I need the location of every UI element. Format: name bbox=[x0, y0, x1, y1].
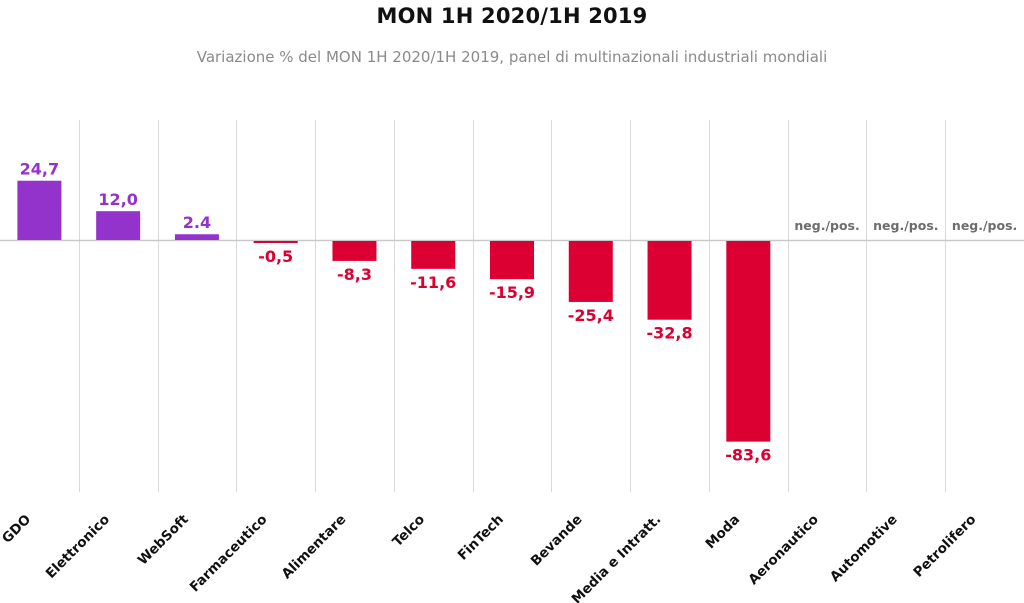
note-label: neg./pos. bbox=[794, 218, 859, 233]
data-label: -15,9 bbox=[489, 283, 535, 302]
bar bbox=[568, 241, 613, 302]
category-tick-label: GDO bbox=[0, 512, 34, 547]
category-tick-label: Alimentare bbox=[279, 512, 350, 583]
data-label: 24,7 bbox=[20, 160, 59, 179]
note-label: neg./pos. bbox=[873, 218, 938, 233]
data-label: -0,5 bbox=[258, 247, 293, 266]
bar bbox=[253, 241, 298, 243]
data-label: -8,3 bbox=[337, 265, 372, 284]
category-tick-label: Aeronautico bbox=[745, 512, 822, 589]
bar bbox=[174, 234, 219, 240]
data-label: 12,0 bbox=[98, 190, 137, 209]
bar bbox=[17, 180, 62, 240]
data-label: -25,4 bbox=[568, 306, 614, 325]
category-tick-label: Automotive bbox=[827, 512, 901, 586]
category-tick-label: Telco bbox=[390, 512, 429, 551]
data-labels: 24,7 12,0 2.4 -0,5 -8,3 -11,6 -15,9 -25,4 -32,8 -… bbox=[20, 160, 1018, 465]
category-tick-label: FinTech bbox=[455, 512, 507, 564]
note-label: neg./pos. bbox=[952, 218, 1017, 233]
bar bbox=[490, 241, 534, 280]
bar bbox=[332, 241, 377, 261]
category-tick-label: Farmaceutico bbox=[187, 512, 271, 596]
data-label: -83,6 bbox=[725, 446, 771, 465]
chart-subtitle: Variazione % del MON 1H 2020/1H 2019, pa… bbox=[196, 48, 828, 66]
data-label: -11,6 bbox=[410, 273, 456, 292]
category-tick-label: Moda bbox=[702, 512, 743, 553]
chart-title: MON 1H 2020/1H 2019 bbox=[376, 4, 648, 28]
category-tick-label: Elettronico bbox=[43, 512, 113, 582]
category-tick-label: Petrolifero bbox=[910, 512, 979, 581]
data-label: -32,8 bbox=[646, 324, 692, 343]
category-tick-label: Bevande bbox=[528, 512, 586, 570]
category-tick-label: WebSoft bbox=[135, 511, 192, 568]
bar bbox=[726, 241, 771, 442]
bars bbox=[17, 180, 771, 442]
data-label: 2.4 bbox=[183, 213, 211, 232]
gridlines bbox=[0, 120, 1024, 492]
bar bbox=[96, 211, 141, 240]
bar bbox=[411, 241, 456, 269]
bar bbox=[647, 241, 692, 320]
